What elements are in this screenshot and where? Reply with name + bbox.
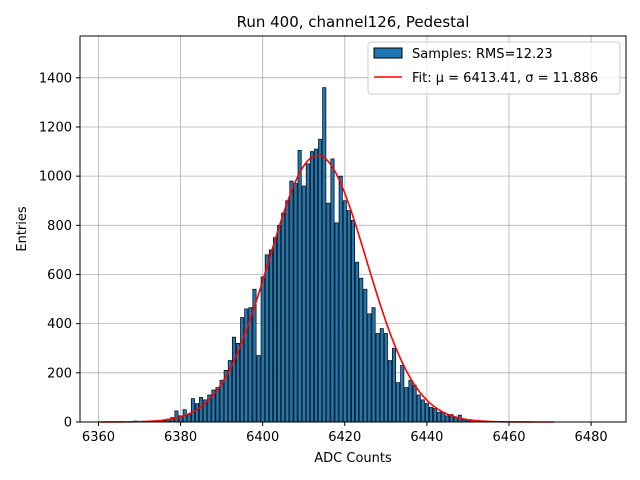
histogram-bar: [383, 333, 388, 423]
histogram-bar: [240, 317, 245, 423]
y-axis-ticks: 0 200 400 600 800 1000 1200 1400: [39, 71, 80, 431]
histogram-bar: [174, 410, 179, 423]
y-tick-label: 1000: [39, 170, 72, 185]
y-tick-label: 600: [47, 268, 72, 283]
histogram-bar: [363, 288, 368, 423]
histogram-bar: [309, 151, 314, 423]
histogram-bar: [342, 200, 347, 423]
y-tick-label: 1400: [39, 71, 72, 86]
histogram-bar: [260, 276, 265, 423]
y-tick-label: 0: [64, 416, 72, 431]
x-tick-label: 6360: [82, 430, 115, 445]
histogram-bar: [346, 210, 351, 423]
histogram-bar: [231, 336, 236, 423]
histogram-bar: [412, 384, 417, 423]
histogram-bar: [408, 379, 413, 423]
y-axis-label: Entries: [15, 206, 30, 252]
histogram-bar: [371, 307, 376, 423]
x-axis-label: ADC Counts: [314, 451, 392, 466]
y-tick-label: 1200: [39, 120, 72, 135]
histogram-bar: [404, 387, 409, 423]
x-tick-label: 6400: [246, 430, 279, 445]
histogram-bar: [326, 202, 331, 423]
histogram-bar: [351, 220, 355, 423]
fit-curve-layer: [98, 154, 555, 423]
histogram-bar: [453, 417, 458, 423]
x-axis-ticks: 6360 6380 6400 6420 6440 6460 6480: [82, 422, 608, 445]
legend-label-samples: Samples: RMS=12.23: [412, 47, 553, 62]
histogram-bar: [215, 387, 220, 423]
legend-swatch-samples: [373, 47, 403, 59]
histogram-bar: [277, 224, 282, 423]
histogram-bar: [195, 403, 199, 423]
histogram-bar: [396, 382, 401, 423]
histogram-bar: [305, 163, 310, 423]
histogram-bar: [199, 397, 204, 423]
histogram-bar: [367, 313, 372, 423]
histogram-bar: [301, 185, 306, 423]
histogram-bar: [297, 149, 302, 423]
y-tick-label: 400: [47, 317, 72, 332]
histogram-bar: [445, 415, 450, 423]
histogram-bar: [314, 148, 319, 423]
histogram-bar: [359, 277, 364, 423]
histogram-bar: [273, 237, 277, 423]
legend-box: [367, 41, 621, 95]
x-tick-label: 6460: [492, 430, 525, 445]
histogram-bar: [420, 399, 425, 423]
histogram-bar: [437, 411, 442, 423]
histogram-bar: [375, 333, 380, 423]
histogram-bar: [355, 261, 360, 423]
histogram-bar: [334, 222, 339, 423]
x-tick-label: 6420: [328, 430, 361, 445]
histogram-bar: [392, 347, 397, 423]
chart-title: Run 400, channel126, Pedestal: [237, 13, 470, 31]
fit-curve: [98, 154, 555, 423]
histogram-bars: [133, 87, 487, 423]
x-tick-label: 6480: [575, 430, 608, 445]
histogram-bar: [424, 403, 429, 423]
histogram-bar: [322, 87, 327, 423]
histogram-bar: [186, 414, 191, 423]
histogram-bar: [293, 183, 298, 423]
histogram-bar: [441, 412, 446, 423]
grid-lines: [80, 36, 626, 423]
histogram-bar: [285, 200, 290, 423]
histogram-bar: [400, 365, 405, 423]
histogram-bar: [268, 249, 273, 423]
histogram-bar: [433, 408, 438, 423]
histogram-bar: [416, 394, 421, 423]
histogram-bar: [281, 212, 286, 423]
x-tick-label: 6380: [164, 430, 197, 445]
histogram-bar: [379, 328, 384, 423]
histogram-bar: [190, 398, 195, 423]
histogram-bar: [256, 355, 261, 423]
histogram-bar: [387, 360, 392, 423]
y-tick-label: 800: [47, 219, 72, 234]
histogram-bar: [338, 175, 343, 423]
histogram-bar: [289, 180, 294, 423]
legend: Samples: RMS=12.23 Fit: μ = 6413.41, σ =…: [367, 41, 621, 95]
x-tick-label: 6440: [410, 430, 443, 445]
y-tick-label: 200: [47, 366, 72, 381]
legend-label-fit: Fit: μ = 6413.41, σ = 11.886: [412, 71, 598, 86]
plot-frame: [79, 35, 627, 423]
histogram-bar: [264, 254, 269, 423]
histogram-bar: [330, 158, 335, 423]
histogram-bar: [318, 138, 323, 423]
histogram-bar: [429, 406, 433, 423]
